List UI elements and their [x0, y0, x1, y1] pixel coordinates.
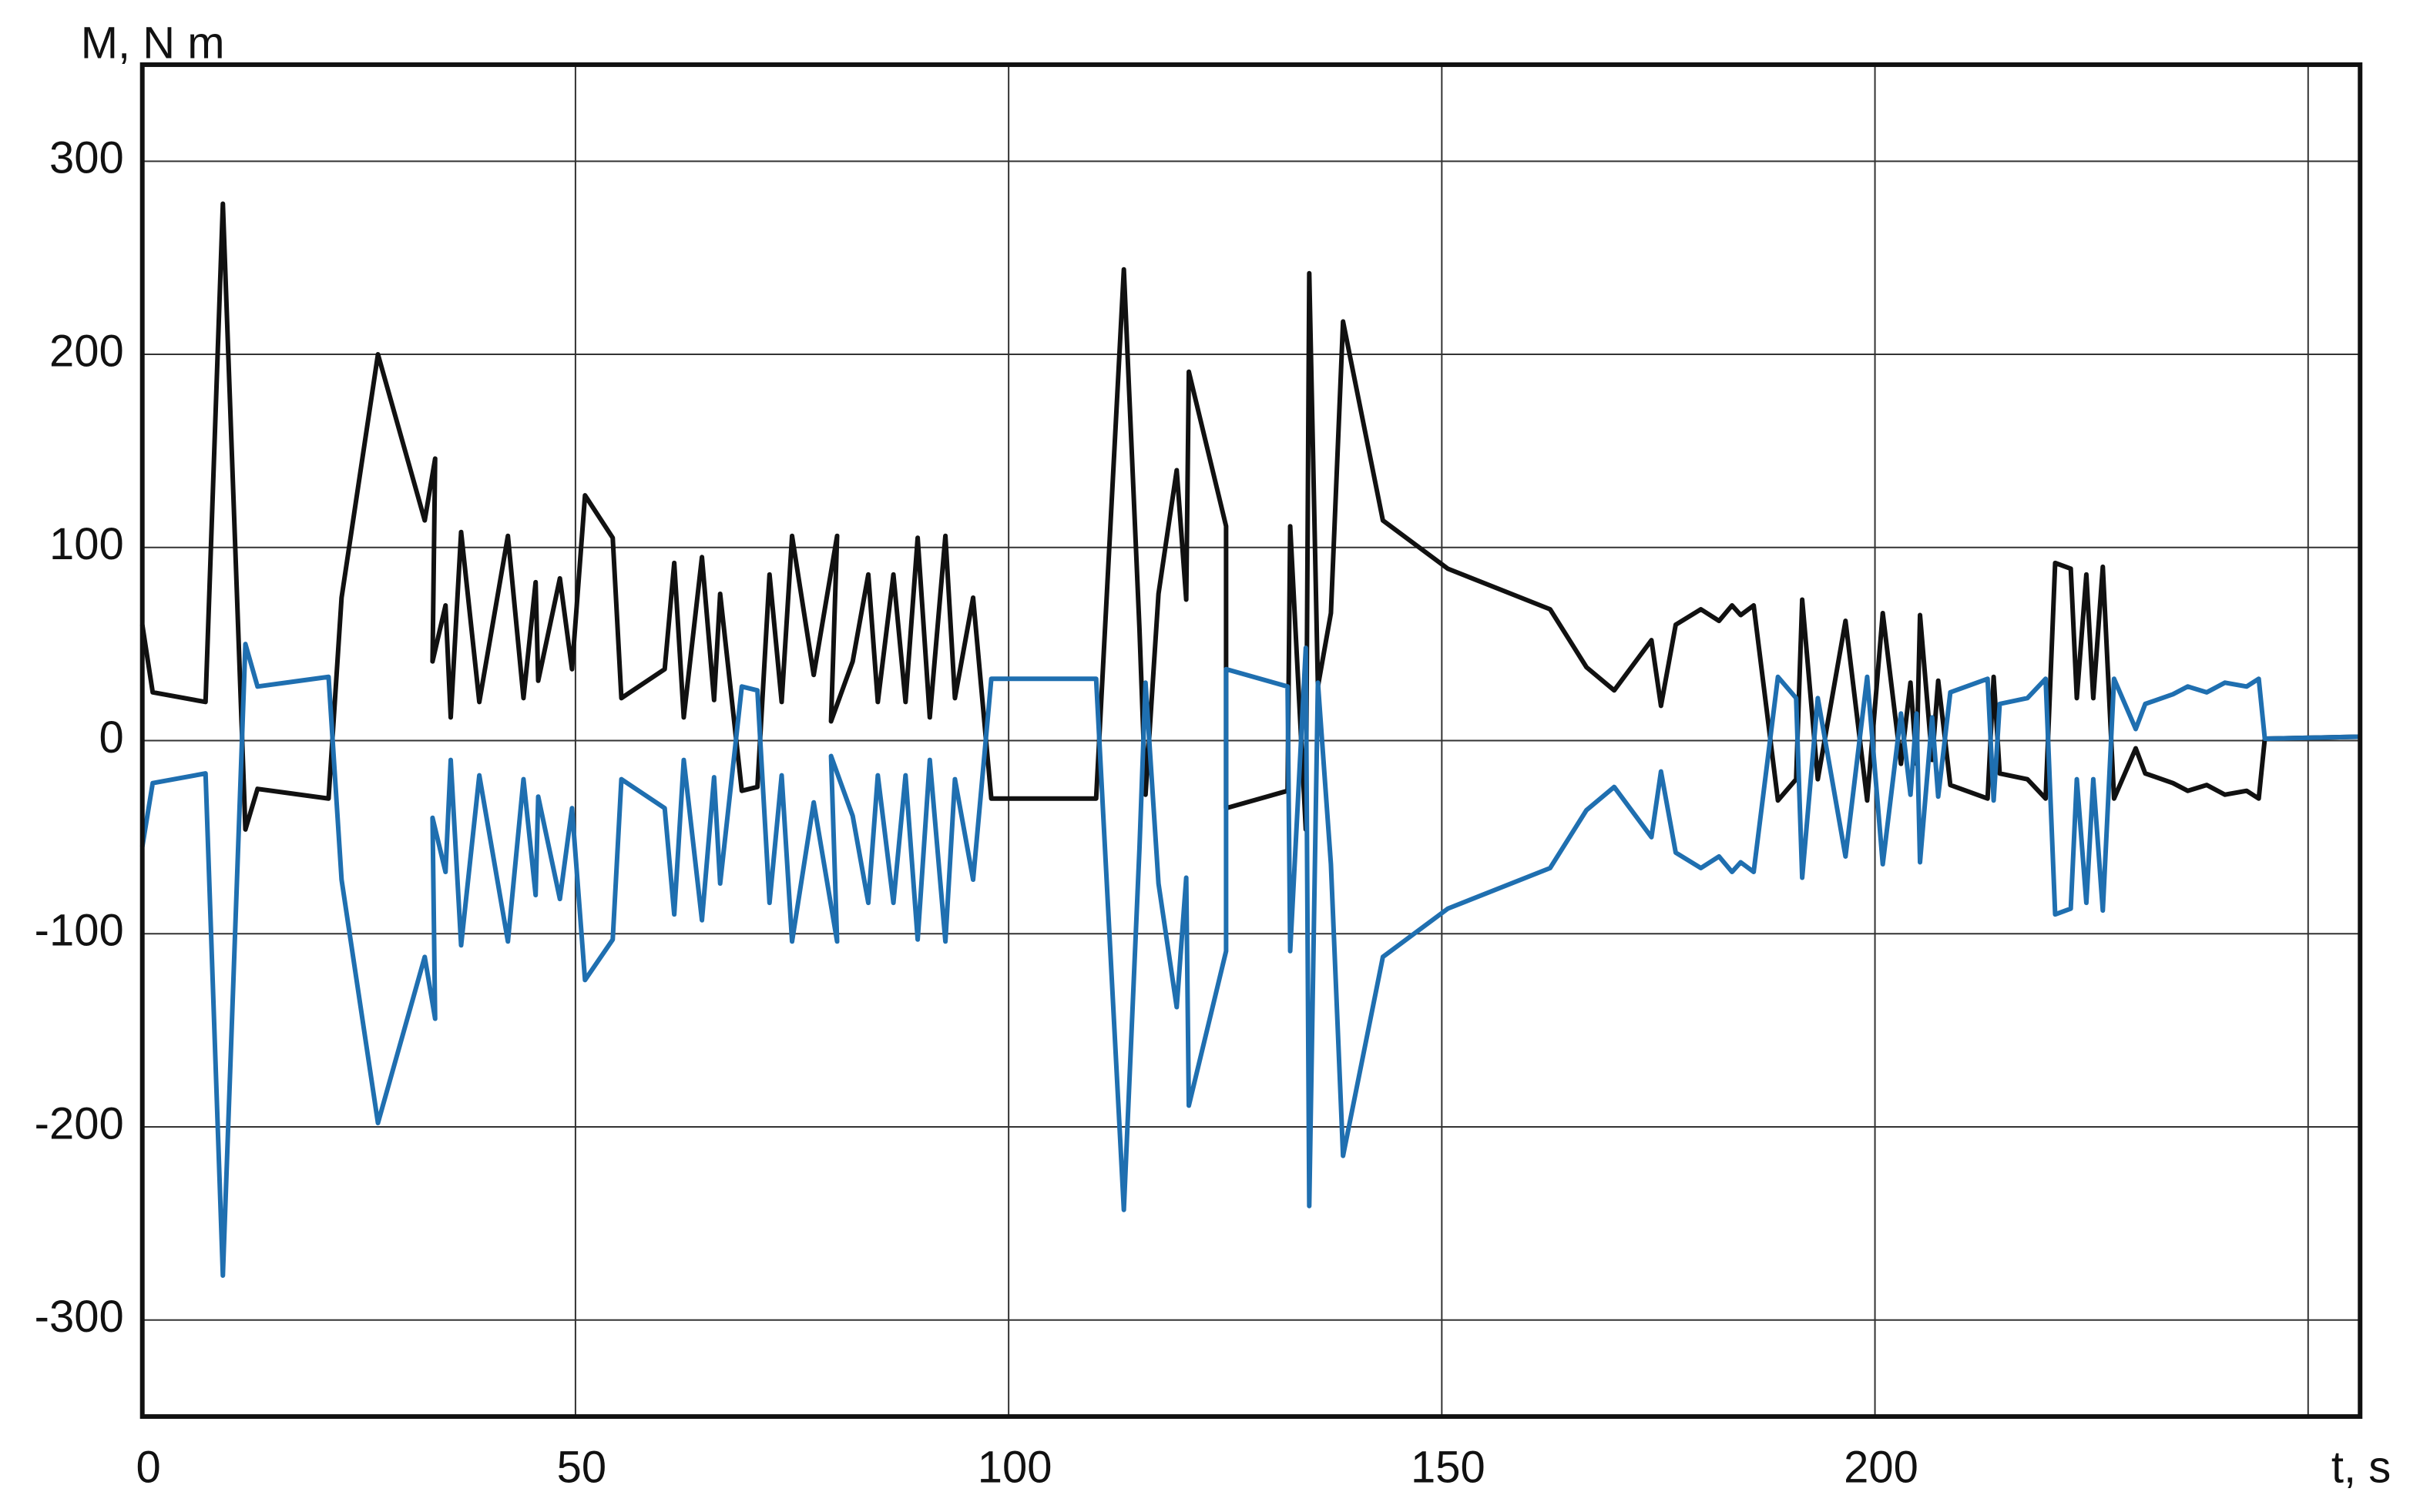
- y-tick-label: -100: [35, 907, 124, 956]
- plot-border: [139, 62, 2363, 1420]
- x-axis-label: t, s: [2331, 1443, 2391, 1492]
- x-tick-label: 100: [978, 1443, 1052, 1492]
- y-tick-label: 300: [49, 134, 124, 183]
- y-tick-label: 100: [49, 520, 124, 569]
- data-line: [139, 642, 2361, 1279]
- y-axis-label: M, N m: [81, 18, 225, 68]
- x-tick-label: 0: [136, 1443, 161, 1492]
- x-tick-label: 150: [1411, 1443, 1485, 1492]
- y-tick-label: -200: [35, 1099, 124, 1148]
- x-tick-label: 200: [1844, 1443, 1918, 1492]
- y-tick-label: 200: [49, 327, 124, 376]
- y-tick-label: 0: [99, 713, 123, 763]
- data-line: [139, 201, 2361, 832]
- y-tick-label: -300: [35, 1292, 124, 1342]
- x-tick-label: 50: [557, 1443, 606, 1492]
